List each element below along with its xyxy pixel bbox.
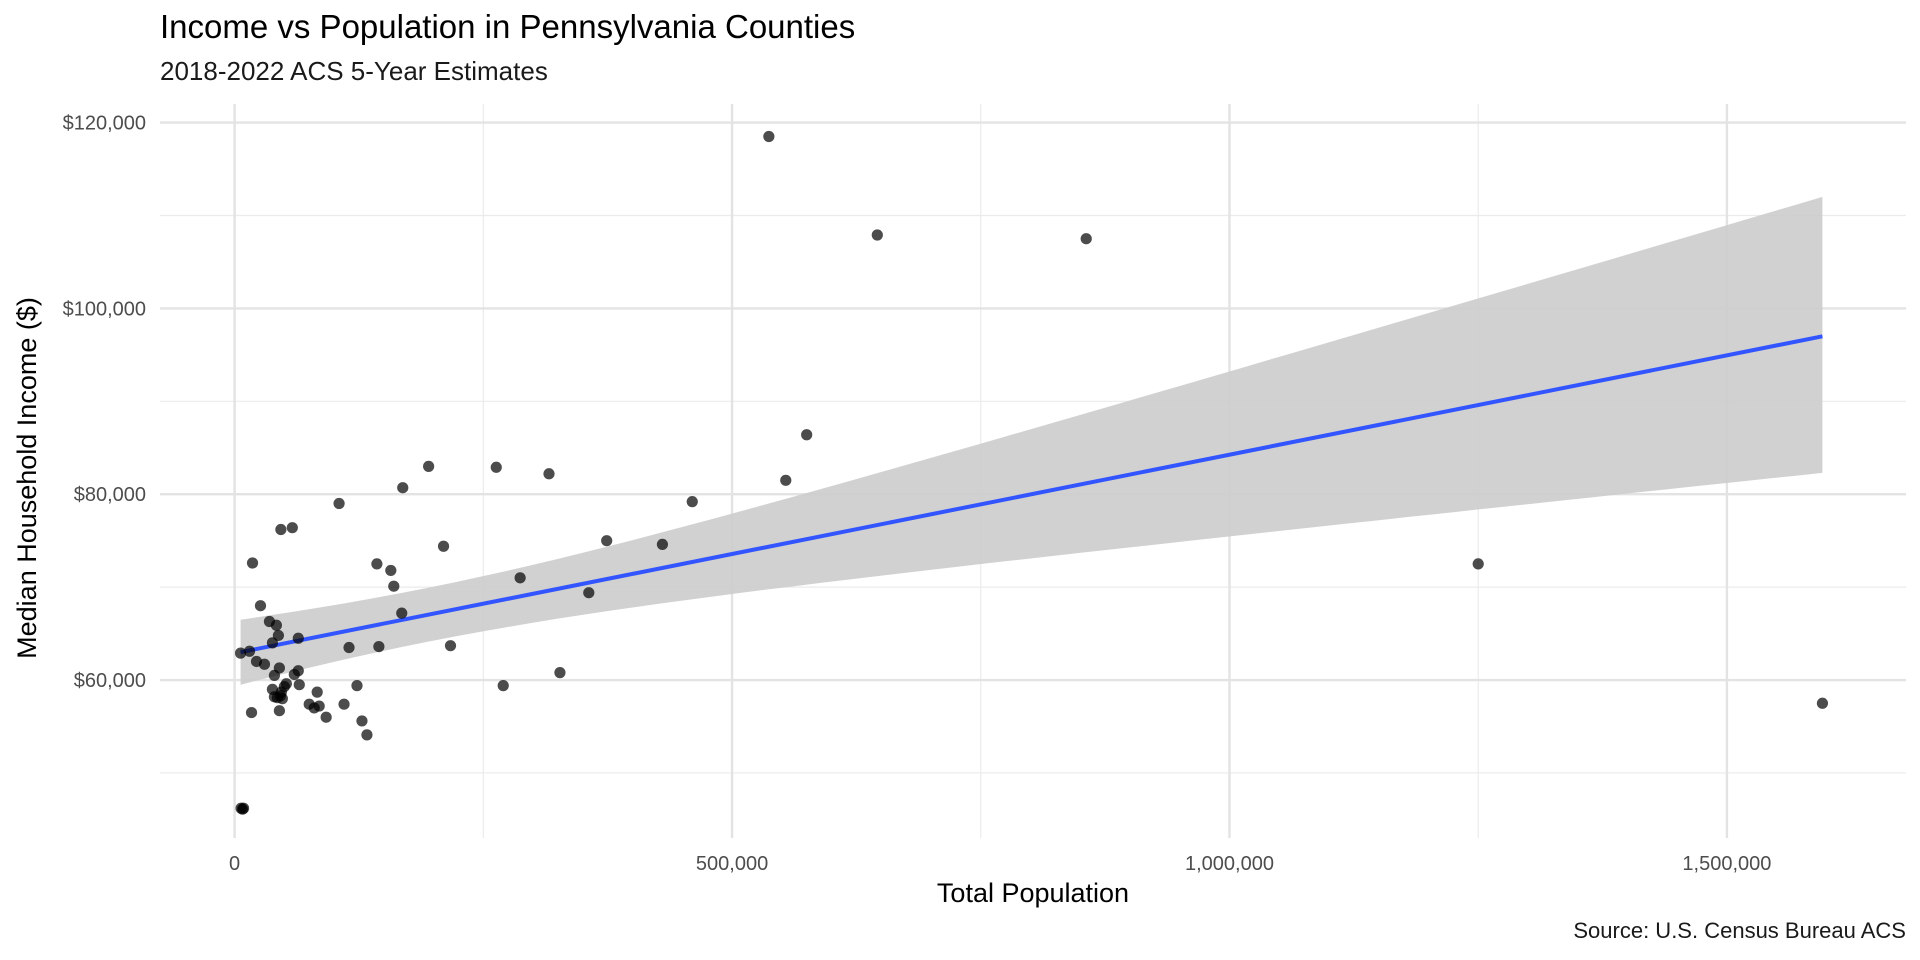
data-point: [388, 580, 400, 592]
y-tick-label: $120,000: [63, 113, 146, 135]
data-point: [333, 497, 345, 510]
data-point: [338, 698, 350, 710]
data-point: [801, 429, 813, 441]
data-point: [351, 680, 363, 692]
data-point: [385, 564, 397, 577]
data-point: [292, 665, 304, 677]
y-tick-label: $60,000: [74, 670, 146, 692]
data-point: [583, 587, 595, 599]
data-point: [280, 678, 292, 690]
x-tick-label: 1,500,000: [1682, 853, 1771, 875]
data-point: [514, 572, 526, 584]
x-tick-label: 500,000: [696, 853, 768, 875]
data-point: [763, 130, 775, 143]
data-point: [373, 641, 385, 653]
data-point: [276, 693, 288, 705]
chart-caption: Source: U.S. Census Bureau ACS: [1573, 918, 1906, 943]
y-tick-label: $100,000: [63, 298, 146, 320]
confidence-band: [240, 196, 1823, 685]
data-point: [1472, 558, 1484, 570]
data-point: [423, 460, 435, 472]
data-point: [397, 482, 409, 494]
data-point: [361, 729, 373, 741]
x-tick-label: 1,000,000: [1185, 853, 1274, 875]
data-point: [320, 711, 332, 723]
data-point: [311, 686, 323, 698]
data-point: [273, 705, 285, 717]
data-point: [444, 640, 457, 652]
data-point: [258, 658, 271, 670]
data-point: [275, 523, 287, 536]
x-axis-tick-labels: 0 500,000 1,000,000 1,500,000: [229, 853, 1771, 875]
data-point: [273, 662, 285, 674]
y-tick-label: $80,000: [74, 484, 146, 506]
trend-line: [240, 334, 1823, 655]
data-point: [246, 557, 259, 569]
y-axis-title: Median Household Income ($): [12, 297, 42, 659]
x-axis-title: Total Population: [937, 878, 1129, 908]
y-axis-tick-labels: $60,000 $80,000 $100,000 $120,000: [63, 113, 146, 692]
data-point: [237, 802, 250, 814]
data-point: [543, 468, 555, 480]
data-point: [234, 647, 247, 659]
data-point: [497, 680, 509, 692]
data-point: [243, 645, 256, 657]
data-point: [686, 496, 698, 508]
data-point: [293, 679, 305, 691]
data-point: [554, 667, 566, 679]
data-point: [601, 535, 613, 547]
data-point: [437, 540, 450, 552]
data-point: [286, 522, 298, 534]
data-point: [656, 538, 669, 551]
data-point: [1080, 233, 1092, 245]
chart-subtitle: 2018-2022 ACS 5-Year Estimates: [160, 56, 548, 86]
data-point: [266, 637, 279, 649]
chart-title: Income vs Population in Pennsylvania Cou…: [160, 8, 856, 45]
data-point: [780, 474, 792, 486]
data-point: [245, 706, 258, 719]
trend-line-layer: [240, 334, 1823, 655]
data-points-layer: [234, 130, 1829, 815]
data-point: [1816, 697, 1829, 709]
data-point: [270, 619, 282, 631]
data-point: [292, 632, 304, 644]
data-point: [313, 700, 325, 712]
data-point: [871, 229, 883, 241]
data-point: [254, 600, 267, 612]
data-point: [272, 629, 284, 642]
confidence-band-layer: [240, 196, 1823, 685]
data-point: [356, 715, 368, 727]
data-point: [490, 461, 502, 473]
x-tick-label: 0: [229, 853, 240, 875]
data-point: [371, 558, 383, 570]
data-point: [396, 607, 408, 619]
data-point: [343, 641, 355, 654]
